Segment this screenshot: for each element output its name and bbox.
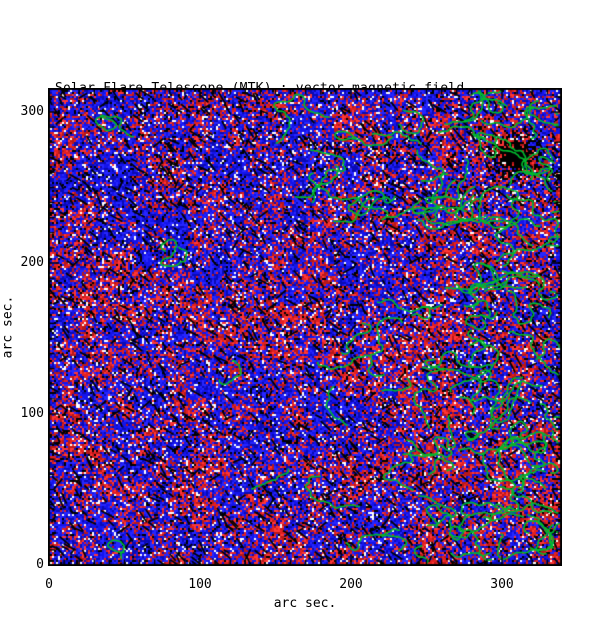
y-tick-label: 0 <box>36 557 44 572</box>
x-tick-label: 300 <box>490 577 514 592</box>
x-tick-label: 0 <box>45 577 53 592</box>
magnetogram-canvas <box>48 88 562 566</box>
x-axis-title: arc sec. <box>273 596 337 611</box>
y-tick-label: 100 <box>20 406 44 421</box>
x-tick-label: 100 <box>188 577 212 592</box>
y-tick-label: 200 <box>20 255 44 270</box>
y-tick-label: 300 <box>20 104 44 119</box>
x-tick-label: 200 <box>339 577 363 592</box>
y-axis-title: arc sec. <box>0 295 16 359</box>
